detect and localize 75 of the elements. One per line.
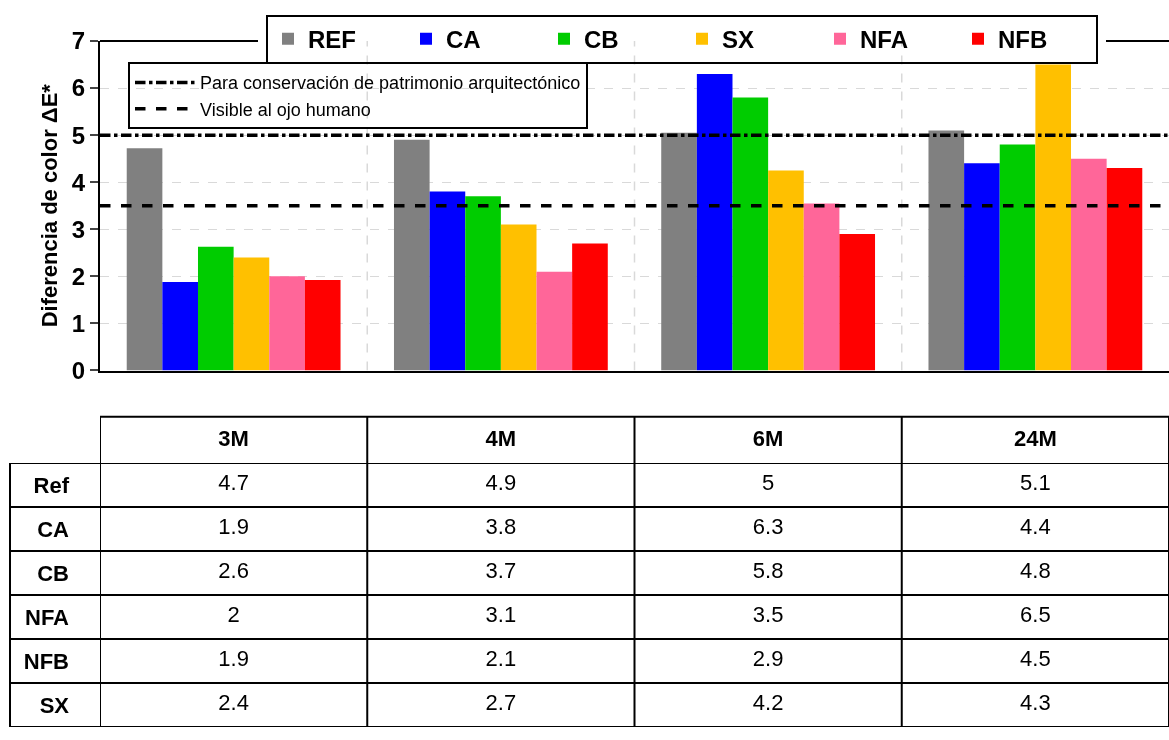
y-tick-label: 5: [71, 121, 86, 149]
legend-label: SX: [722, 26, 755, 54]
y-tick-label: 1: [71, 309, 86, 337]
text: SX: [39, 692, 70, 718]
bar: [964, 163, 1000, 371]
data-label: 2.6: [218, 558, 249, 584]
bar: [732, 97, 769, 371]
legend-label: Visible al ojo humano: [200, 99, 371, 120]
bar: [999, 144, 1036, 371]
data-label: 5.8: [752, 558, 784, 584]
text: NFB: [23, 648, 69, 674]
data-label: 4.3: [1020, 690, 1051, 716]
data-label: 6.3: [752, 514, 784, 540]
data-label: 5: [762, 470, 775, 496]
legend-label: NFB: [998, 26, 1048, 54]
legend-label: CB: [584, 26, 619, 54]
data-label: 4.5: [1020, 646, 1051, 672]
y-tick-label: 2: [71, 262, 86, 290]
y-tick-label: 4: [71, 168, 86, 196]
bar: [197, 246, 234, 371]
data-label: 1.9: [218, 646, 249, 672]
bar: [269, 276, 305, 371]
text: CA: [37, 516, 70, 542]
bar: [393, 139, 430, 371]
legend-label: REF: [308, 26, 356, 54]
data-label: 2: [227, 602, 240, 628]
category-label: 3M: [218, 425, 249, 451]
bar: [1106, 168, 1143, 371]
bar: [429, 191, 466, 371]
data-label: 2.9: [752, 646, 784, 672]
y-tick-label: 3: [71, 215, 86, 243]
data-label: 3.7: [485, 558, 517, 584]
bar: [500, 224, 537, 371]
data-label: 5.1: [1020, 470, 1051, 496]
data-label: 2.7: [485, 690, 517, 716]
data-label: 4.7: [218, 470, 249, 496]
bar: [768, 170, 804, 371]
data-label: 1.9: [218, 514, 249, 540]
data-label: 4.9: [485, 470, 517, 496]
text: NFA: [25, 604, 70, 630]
y-axis-title: Diferencia de color ΔE*: [37, 83, 63, 328]
bar: [1071, 158, 1107, 371]
data-label: 2.1: [485, 646, 517, 672]
bar: [928, 130, 965, 371]
bar: [803, 203, 840, 371]
data-label: 4.2: [752, 690, 784, 716]
data-label: 4.4: [1020, 514, 1051, 540]
y-tick-label: 6: [71, 74, 86, 102]
category-label: 6M: [752, 425, 784, 451]
bar: [661, 132, 697, 371]
bar: [465, 196, 501, 371]
bar: [536, 271, 573, 371]
category-label: 4M: [485, 425, 517, 451]
bar: [839, 233, 876, 371]
data-label: 2.4: [218, 690, 249, 716]
text: CB: [37, 560, 69, 586]
category-label: 24M: [1013, 425, 1057, 451]
bar: [233, 257, 270, 371]
y-tick-label: 0: [71, 356, 86, 384]
data-label: 6.5: [1020, 602, 1051, 628]
bar: [304, 280, 341, 371]
data-label: 4.8: [1020, 558, 1051, 584]
legend-label: Para conservación de patrimonio arquitectónico: [200, 73, 581, 94]
bar: [162, 282, 198, 371]
bar: [696, 73, 733, 371]
y-tick-label: 7: [71, 27, 86, 55]
data-label: 3.8: [485, 514, 517, 540]
data-label: 3.1: [485, 602, 517, 628]
bar: [1035, 64, 1072, 371]
text: Ref: [33, 472, 70, 498]
legend-label: CA: [446, 26, 481, 54]
bar: [126, 148, 163, 371]
bar: [572, 243, 608, 371]
data-label: 3.5: [752, 602, 784, 628]
legend-label: NFA: [860, 26, 908, 54]
